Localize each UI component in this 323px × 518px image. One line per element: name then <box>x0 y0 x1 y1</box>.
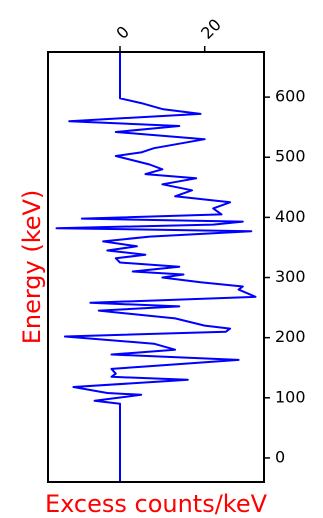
y-tick-label: 100 <box>275 387 306 406</box>
x-axis-label: Excess counts/keV <box>45 490 268 518</box>
y-tick-label: 200 <box>275 327 306 346</box>
y-tick-label: 400 <box>275 207 306 226</box>
x-tick-label: 20 <box>197 15 225 43</box>
y-tick-label: 600 <box>275 87 306 106</box>
y-tick-label: 300 <box>275 267 306 286</box>
y-axis-label: Energy (keV) <box>18 190 46 345</box>
x-tick-label: 0 <box>112 22 133 43</box>
plot-frame <box>47 51 265 483</box>
y-tick-label: 0 <box>275 447 285 466</box>
series-line <box>55 52 257 482</box>
y-tick-label: 500 <box>275 147 306 166</box>
